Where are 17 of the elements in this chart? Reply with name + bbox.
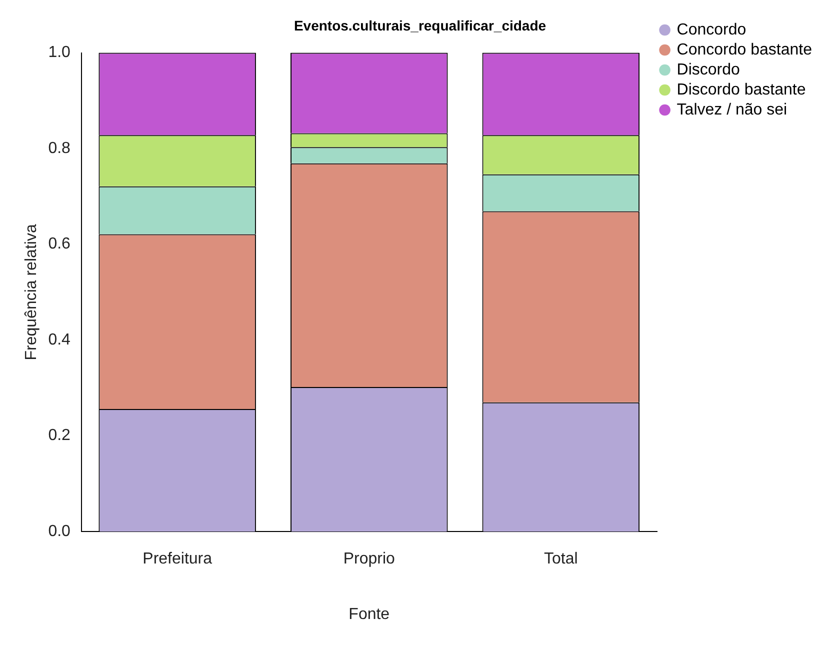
y-tick-label: 1.0 <box>48 44 71 62</box>
x-tick-label: Prefeitura <box>142 550 212 568</box>
legend-label: Talvez / não sei <box>676 101 788 118</box>
y-tick-label: 0.4 <box>48 331 71 348</box>
legend-label: Discordo <box>676 61 740 78</box>
x-axis-title: Fonte <box>348 606 390 623</box>
y-tick-label: 0.6 <box>48 236 71 253</box>
chart-title: Eventos.culturais_requalificar_cidade <box>294 17 546 34</box>
legend-label: Concordo bastante <box>676 41 812 58</box>
y-axis-title: Frequência relativa <box>23 224 40 360</box>
y-tick-label: 0.0 <box>48 523 71 540</box>
y-tick-label: 0.2 <box>48 427 71 444</box>
legend-label: Discordo bastante <box>676 81 806 98</box>
legend-label: Concordo <box>676 21 746 38</box>
x-tick-label: Proprio <box>343 550 396 568</box>
y-tick-label: 0.8 <box>48 140 71 157</box>
x-tick-label: Total <box>544 550 578 568</box>
